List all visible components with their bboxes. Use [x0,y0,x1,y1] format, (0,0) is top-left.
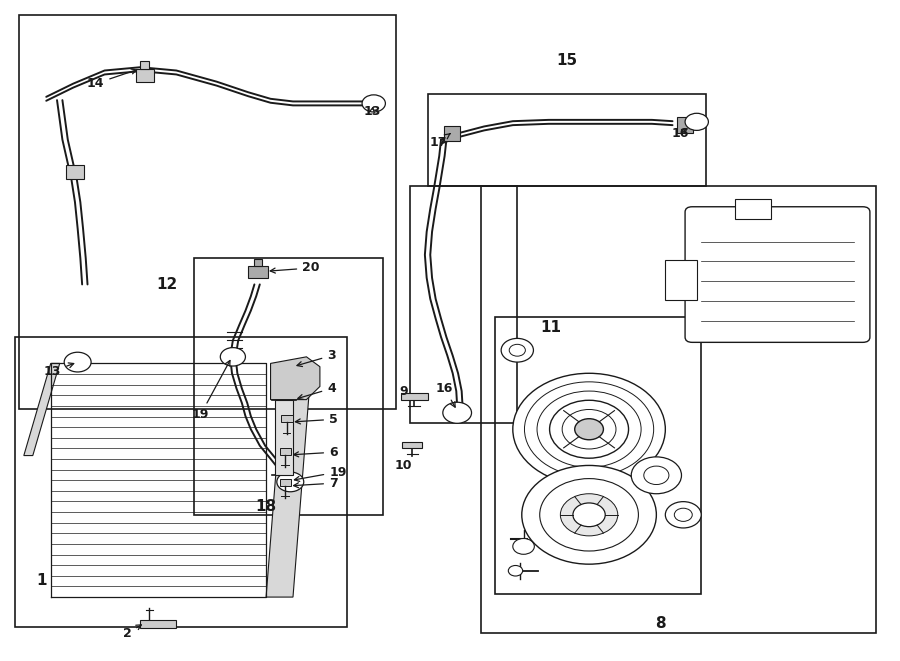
Circle shape [64,352,91,372]
FancyBboxPatch shape [685,207,870,342]
Text: 5: 5 [295,413,338,426]
Text: 16: 16 [672,126,689,139]
Bar [140,61,149,69]
Circle shape [685,113,708,130]
Text: 7: 7 [293,477,338,490]
Bar [400,393,428,400]
Text: 13: 13 [44,363,74,378]
Bar [410,186,518,422]
Text: 12: 12 [157,277,178,292]
Bar [14,337,346,627]
Bar [194,258,382,515]
Bar [402,442,422,447]
Polygon shape [271,357,320,400]
Circle shape [644,466,669,485]
Text: 11: 11 [540,320,561,334]
Circle shape [525,382,653,477]
Text: 14: 14 [86,69,137,90]
Bar [254,259,263,266]
Bar [280,448,292,455]
Text: 16: 16 [436,382,455,407]
Text: 17: 17 [429,134,450,149]
Circle shape [550,401,628,458]
Bar [19,15,396,409]
Text: 13: 13 [364,106,381,118]
Circle shape [665,502,701,528]
Bar [735,199,770,219]
Bar [275,400,293,475]
Circle shape [513,373,665,485]
Text: 18: 18 [256,500,276,514]
Circle shape [674,508,692,522]
Circle shape [573,503,605,527]
Bar [482,186,877,633]
Text: 2: 2 [122,625,141,640]
Bar [280,479,292,486]
Bar [495,317,701,594]
Bar [444,126,460,141]
Circle shape [509,344,526,356]
Circle shape [508,565,523,576]
Text: 3: 3 [297,349,336,367]
Circle shape [540,479,638,551]
Bar [428,94,706,186]
Circle shape [277,472,304,492]
Circle shape [575,418,603,440]
Bar [248,266,268,278]
Bar [140,620,176,628]
Circle shape [501,338,534,362]
Circle shape [537,391,641,467]
Text: 4: 4 [298,382,336,399]
Text: 1: 1 [37,573,47,588]
Text: 15: 15 [556,53,577,68]
Text: 9: 9 [399,385,408,398]
Circle shape [362,95,385,112]
Text: 8: 8 [655,616,666,631]
Circle shape [631,457,681,494]
Circle shape [522,465,656,564]
Bar [66,165,84,179]
Text: 6: 6 [293,446,338,459]
Circle shape [443,403,472,423]
Circle shape [220,348,246,366]
Polygon shape [23,364,59,455]
Text: 10: 10 [394,459,412,472]
Text: 20: 20 [270,262,320,274]
Bar [665,260,697,299]
Circle shape [561,494,617,536]
Circle shape [562,409,616,449]
Circle shape [513,539,535,555]
Polygon shape [266,370,310,597]
Bar [677,116,693,133]
Bar [136,69,154,83]
Bar [282,415,293,422]
Text: 19: 19 [192,360,230,421]
Text: 19: 19 [294,465,346,481]
